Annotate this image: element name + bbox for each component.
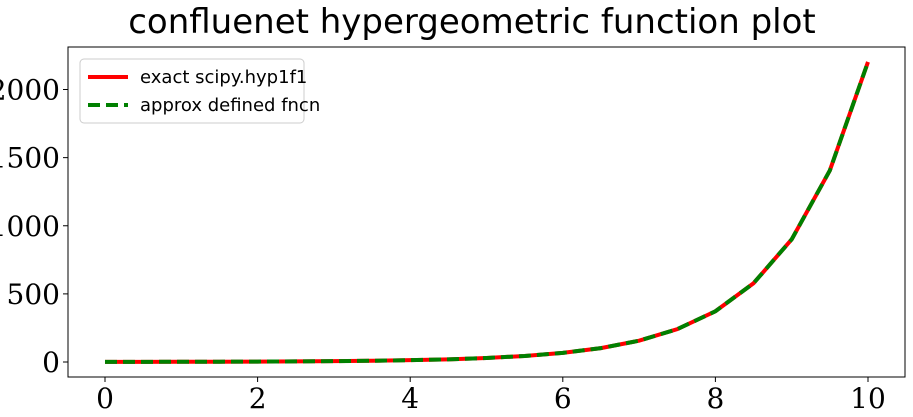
- x-tick-label: 0: [96, 382, 114, 415]
- plot-frame: [67, 46, 906, 378]
- legend-box: [79, 58, 305, 124]
- x-tick-label: 8: [706, 382, 724, 415]
- x-tick-label: 2: [249, 382, 267, 415]
- y-tick-label: 1000: [0, 210, 60, 243]
- x-tick-label: 10: [850, 382, 886, 415]
- series-line: [105, 61, 870, 364]
- y-tick-label: 500: [7, 278, 60, 311]
- x-tick-label: 6: [554, 382, 572, 415]
- y-tick-label: 1500: [0, 142, 60, 175]
- legend-label: exact scipy.hyp1f1: [140, 67, 307, 88]
- legend-label: approx defined fncn: [140, 95, 320, 116]
- y-tick-label: 0: [42, 346, 60, 379]
- x-tick-label: 4: [401, 382, 419, 415]
- y-tick-label: 2000: [0, 74, 60, 107]
- chart-title: confluenet hypergeometric function plot: [128, 2, 816, 42]
